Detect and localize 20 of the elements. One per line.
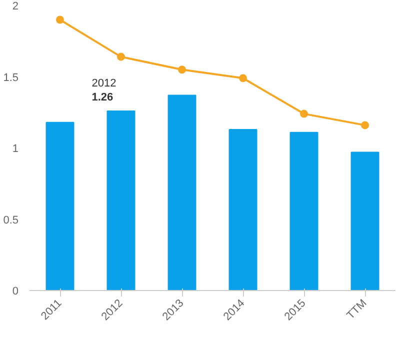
point	[239, 74, 247, 82]
x-tick-label: TTM	[344, 297, 370, 322]
annotation: 2012	[92, 77, 116, 90]
bar	[46, 122, 74, 290]
y-tick-label: 0	[12, 286, 19, 298]
y-tick-label: 1.5	[3, 72, 19, 84]
bar	[168, 94, 196, 290]
bar	[350, 152, 380, 290]
bar	[290, 132, 318, 290]
point	[117, 52, 125, 61]
y-tick-label: 0.5	[3, 214, 19, 226]
bar	[106, 110, 136, 290]
y-tick-label: 2	[12, 0, 19, 12]
annotation: 1.26	[92, 92, 114, 104]
point	[178, 66, 186, 74]
point	[361, 121, 369, 130]
point	[56, 16, 64, 24]
y-tick-label: 1	[12, 143, 19, 155]
bar	[228, 128, 258, 290]
point	[300, 110, 308, 118]
